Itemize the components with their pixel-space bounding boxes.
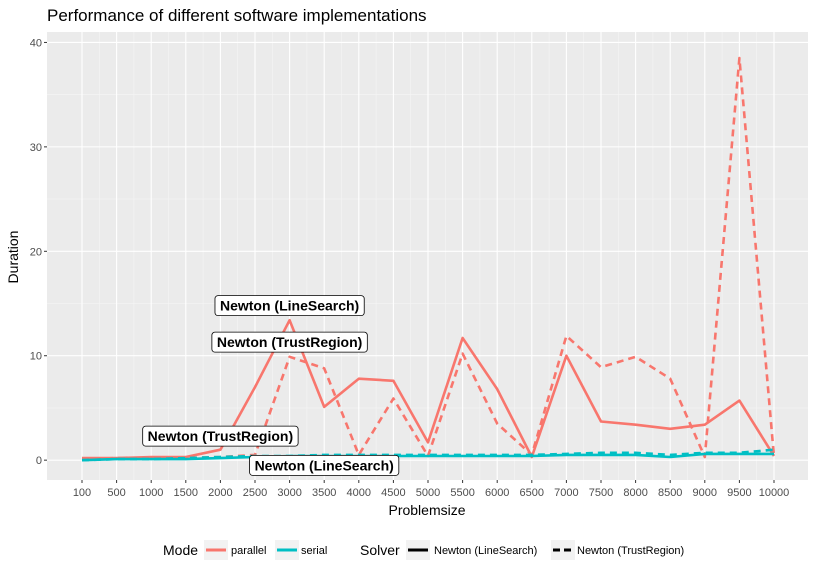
x-tick-label: 1000 <box>139 487 163 499</box>
series-line-serial-linesearch <box>81 452 774 462</box>
x-tick-label: 3000 <box>277 487 301 499</box>
y-tick-label: 0 <box>36 455 42 467</box>
x-tick-label: 7000 <box>554 487 578 499</box>
x-tick-label: 4000 <box>347 487 371 499</box>
x-tick-label: 8500 <box>658 487 682 499</box>
annotation-box <box>211 331 368 353</box>
legend-label-parallel: parallel <box>231 545 266 557</box>
legend-label-serial: serial <box>301 545 327 557</box>
annotation-text: Newton (TrustRegion) <box>217 334 362 350</box>
legend-key-bg <box>551 540 575 560</box>
legend-mode-title: Mode <box>163 542 198 558</box>
x-tick-label: 5000 <box>416 487 440 499</box>
y-tick-label: 40 <box>30 37 42 49</box>
annotations: Newton (LineSearch) Newton (TrustRegion) N… <box>142 295 400 476</box>
chart-title: Performance of different software implem… <box>47 6 427 25</box>
x-tick-label: 10000 <box>759 487 790 499</box>
annotation-box <box>249 454 400 476</box>
x-tick-label: 3500 <box>312 487 336 499</box>
x-tick-label: 7500 <box>589 487 613 499</box>
x-axis-title: Problemsize <box>388 502 465 518</box>
y-tick-label: 30 <box>30 142 42 154</box>
x-tick-label: 1500 <box>174 487 198 499</box>
legend-label-trustregion: Newton (TrustRegion) <box>577 545 684 557</box>
annotation-box <box>142 425 299 447</box>
y-tick-label: 10 <box>30 351 42 363</box>
x-tick-label: 500 <box>107 487 125 499</box>
x-tick-label: 9000 <box>693 487 717 499</box>
annotation-label: Newton (LineSearch) <box>249 454 400 476</box>
y-axis: 0 10 20 30 40 <box>30 37 47 467</box>
annotation-text: Newton (LineSearch) <box>255 457 394 473</box>
x-tick-label: 6500 <box>520 487 544 499</box>
legend-label-linesearch: Newton (LineSearch) <box>434 545 537 557</box>
series-line-parallel-linesearch <box>82 318 776 460</box>
annotation-text: Newton (LineSearch) <box>220 298 359 314</box>
annotation-label: Newton (TrustRegion) <box>211 331 368 353</box>
x-tick-label: 4500 <box>381 487 405 499</box>
x-axis: 100 500 1000 1500 2000 2500 3000 3500 4000 4500 50… <box>73 480 789 499</box>
grid <box>47 32 808 480</box>
annotation-label: Newton (TrustRegion) <box>142 425 299 447</box>
legend: Mode parallel serial Solver Newton (Line… <box>163 540 684 560</box>
y-axis-title: Duration <box>5 231 21 284</box>
x-tick-label: 6000 <box>485 487 509 499</box>
x-tick-label: 9500 <box>727 487 751 499</box>
y-tick-label: 20 <box>30 246 42 258</box>
series-line-serial-trustregion <box>81 448 775 462</box>
x-tick-label: 100 <box>73 487 91 499</box>
legend-solver-title: Solver <box>360 542 400 558</box>
series-lines <box>81 56 776 462</box>
x-tick-label: 2000 <box>208 487 232 499</box>
x-tick-label: 2500 <box>243 487 267 499</box>
x-tick-label: 8000 <box>623 487 647 499</box>
annotation-box <box>214 295 365 317</box>
annotation-label: Newton (LineSearch) <box>214 295 365 317</box>
x-tick-label: 5500 <box>450 487 474 499</box>
annotation-text: Newton (TrustRegion) <box>148 428 293 444</box>
